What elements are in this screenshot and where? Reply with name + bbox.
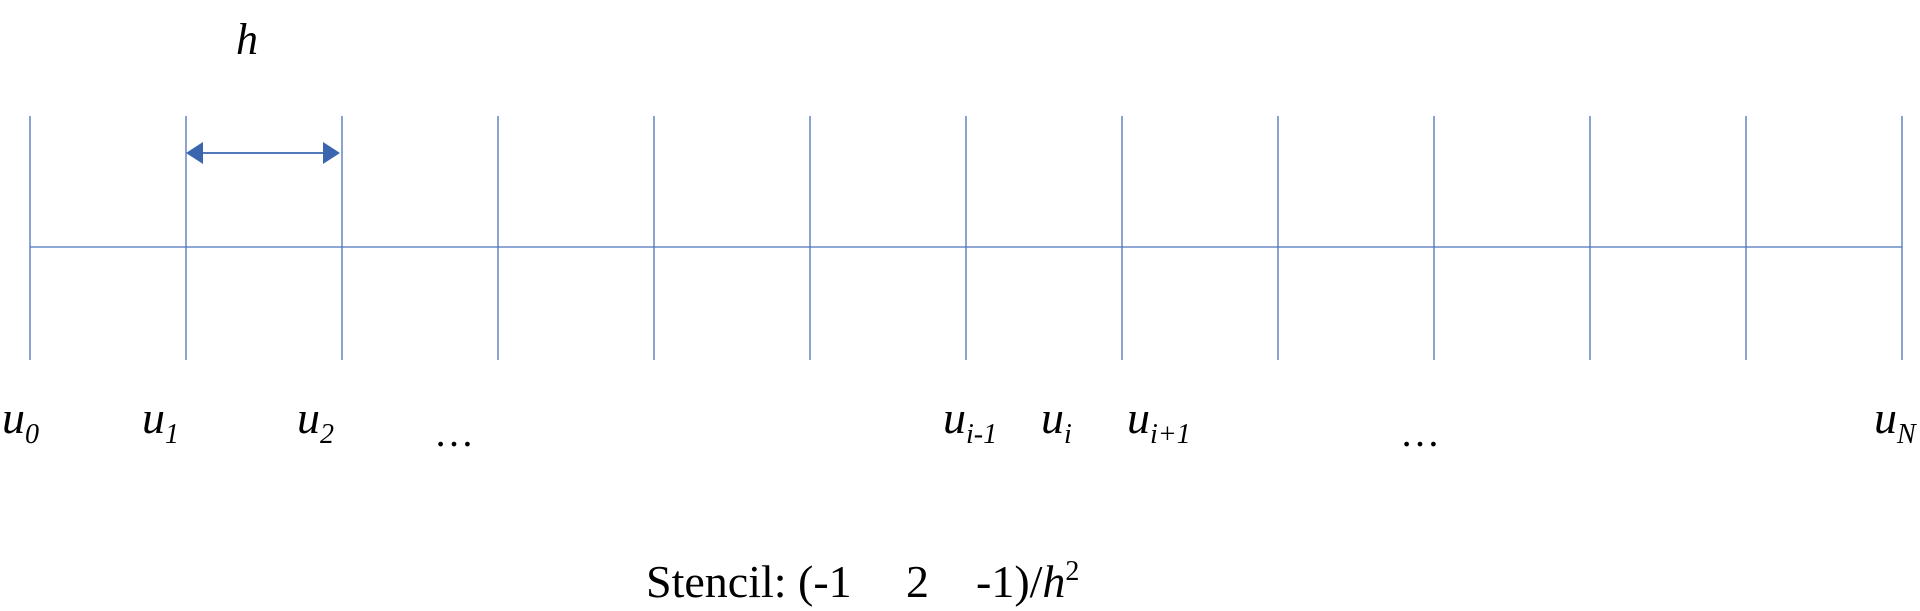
spacing-arrow-right-head <box>323 142 340 164</box>
node-label-u1-sub: 1 <box>165 419 179 450</box>
node-label-ui: ui <box>1041 392 1072 450</box>
node-label-ui-base: u <box>1041 392 1064 443</box>
node-label-ui-1: ui-1 <box>943 392 997 450</box>
node-label-u0-base: u <box>2 392 25 443</box>
stencil-formula: Stencil: (-1 2 -1)/h2 <box>646 556 1079 607</box>
node-label-u1-base: u <box>142 392 165 443</box>
node-label-ui+1-sub: i+1 <box>1150 419 1191 450</box>
spacing-arrow-left-head <box>186 142 203 164</box>
ellipsis-right: … <box>1400 410 1440 455</box>
stencil-exponent: 2 <box>1065 556 1079 587</box>
node-label-u2-sub: 2 <box>320 419 334 450</box>
node-label-uN-base: u <box>1874 392 1897 443</box>
svg-text:ui+1: ui+1 <box>1127 392 1191 450</box>
node-label-u0: u0 <box>2 392 39 450</box>
svg-text:ui-1: ui-1 <box>943 392 997 450</box>
grid-lines <box>29 116 1903 360</box>
node-label-u1: u1 <box>142 392 179 450</box>
spacing-label: h <box>236 15 258 64</box>
svg-text:u2: u2 <box>297 392 334 450</box>
svg-text:uN: uN <box>1874 392 1917 450</box>
node-label-ui-sub: i <box>1064 419 1072 450</box>
stencil-prefix: Stencil: (-1 <box>646 556 852 607</box>
node-label-ui+1: ui+1 <box>1127 392 1191 450</box>
node-label-uN-sub: N <box>1896 419 1917 450</box>
node-label-u2-base: u <box>297 392 320 443</box>
svg-text:ui: ui <box>1041 392 1072 450</box>
svg-text:u1: u1 <box>142 392 179 450</box>
ellipsis-left: … <box>434 410 474 455</box>
node-label-uN: uN <box>1874 392 1917 450</box>
node-label-ui-1-base: u <box>943 392 966 443</box>
node-label-u0-sub: 0 <box>25 419 39 450</box>
stencil-coefficient-center: 2 <box>906 556 929 607</box>
stencil-h: h <box>1042 556 1065 607</box>
node-label-ui-1-sub: i-1 <box>966 419 997 450</box>
node-label-ui+1-base: u <box>1127 392 1150 443</box>
stencil-coefficient-right: -1)/ <box>976 556 1043 607</box>
svg-text:u0: u0 <box>2 392 39 450</box>
node-label-u2: u2 <box>297 392 334 450</box>
spacing-arrow <box>186 142 340 164</box>
